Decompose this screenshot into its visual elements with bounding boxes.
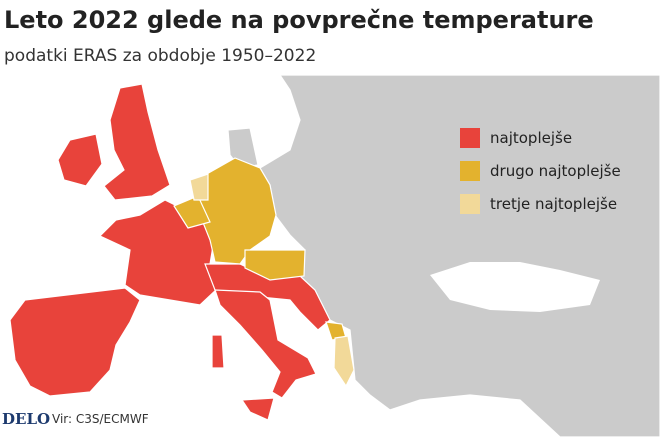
legend-label: tretje najtoplejše <box>490 195 618 213</box>
legend-swatch <box>460 194 480 214</box>
logo: DELO <box>2 410 51 428</box>
legend-label: drugo najtoplejše <box>490 162 621 180</box>
legend-label: najtoplejše <box>490 129 573 147</box>
italy <box>214 289 317 399</box>
legend-swatch <box>460 161 480 181</box>
austria <box>244 249 306 281</box>
great-britain <box>103 83 171 201</box>
legend-item: tretje najtoplejše <box>460 194 617 214</box>
iberia <box>9 287 141 397</box>
title: Leto 2022 glede na povprečne temperature <box>4 6 594 34</box>
benelux <box>173 195 211 229</box>
legend-swatch <box>460 128 480 148</box>
legend-item: najtoplejše <box>460 128 572 148</box>
ireland <box>57 133 103 187</box>
sardinia <box>211 334 225 369</box>
legend-item: drugo najtoplejše <box>460 161 621 181</box>
netherlands <box>189 173 209 201</box>
sicily <box>240 397 275 421</box>
source: Vir: C3S/ECMWF <box>52 412 149 426</box>
albania <box>333 335 355 388</box>
subtitle: podatki ERAS za obdobje 1950–2022 <box>4 46 317 66</box>
sea <box>430 262 600 312</box>
